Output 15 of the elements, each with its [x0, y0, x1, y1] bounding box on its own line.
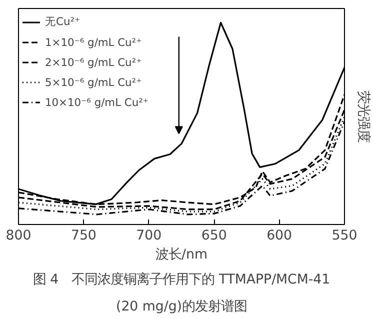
legend-label: 5×10⁻⁶ g/mL Cu²⁺	[45, 76, 142, 88]
legend-label: 1×10⁻⁶ g/mL Cu²⁺	[45, 36, 142, 48]
x-tick-label: 800	[6, 228, 32, 244]
x-axis-title: 波长/nm	[156, 248, 208, 262]
legend-label: 无Cu²⁺	[45, 15, 80, 29]
caption: 图 4 不同浓度铜离子作用下的 TTMAPP/MCM-41	[32, 272, 330, 288]
text: (20 mg/g)的发射谱图	[116, 300, 248, 314]
y-axis-title: 荧光强度	[356, 90, 372, 142]
x-tick-label: 550	[332, 228, 358, 244]
legend-label: 10×10⁻⁶ g/mL Cu²⁺	[45, 96, 148, 108]
legend-label: 2×10⁻⁶ g/mL Cu²⁺	[45, 56, 142, 68]
x-tick-label: 750	[70, 228, 96, 244]
x-tick-label: 650	[201, 228, 227, 244]
x-tick-label: 600	[266, 228, 292, 244]
x-tick-label: 700	[136, 228, 162, 244]
